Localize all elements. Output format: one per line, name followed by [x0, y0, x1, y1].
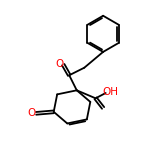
Text: OH: OH: [102, 87, 118, 97]
Text: O: O: [56, 59, 64, 69]
Text: O: O: [28, 108, 36, 118]
